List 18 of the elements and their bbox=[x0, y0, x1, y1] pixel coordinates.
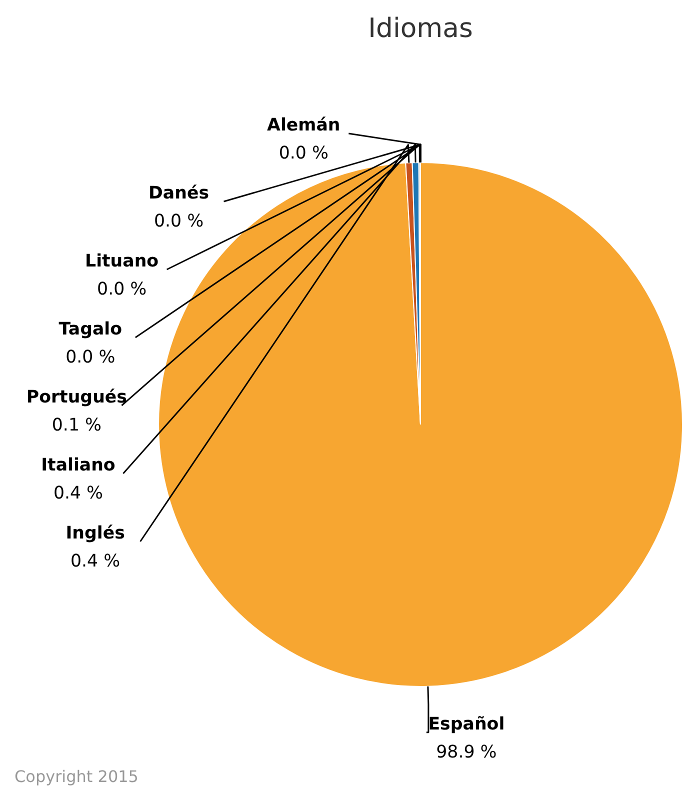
slice-label: Inglés bbox=[66, 524, 125, 544]
text: 0.0 % bbox=[278, 144, 328, 164]
data-label: 0.1 % bbox=[52, 416, 102, 436]
slice-label: Portugués bbox=[26, 388, 127, 408]
category-label: Alemán bbox=[267, 116, 340, 136]
text: 0.0 % bbox=[154, 212, 204, 232]
data-label: 0.4 % bbox=[53, 484, 103, 504]
text: Copyright 2015 bbox=[14, 767, 138, 786]
data-label: 98.9 % bbox=[436, 742, 497, 762]
category-label: Lituano bbox=[85, 252, 159, 272]
slice-label: Español bbox=[428, 714, 505, 734]
chart-title: Idiomas bbox=[368, 13, 473, 44]
text: 0.0 % bbox=[66, 348, 116, 368]
slice-label: Italiano bbox=[41, 456, 116, 476]
data-label: 0.4 % bbox=[70, 552, 120, 572]
category-label: Tagalo bbox=[58, 320, 122, 340]
text: 0.0 % bbox=[97, 280, 147, 300]
category-label: Danés bbox=[148, 184, 210, 204]
